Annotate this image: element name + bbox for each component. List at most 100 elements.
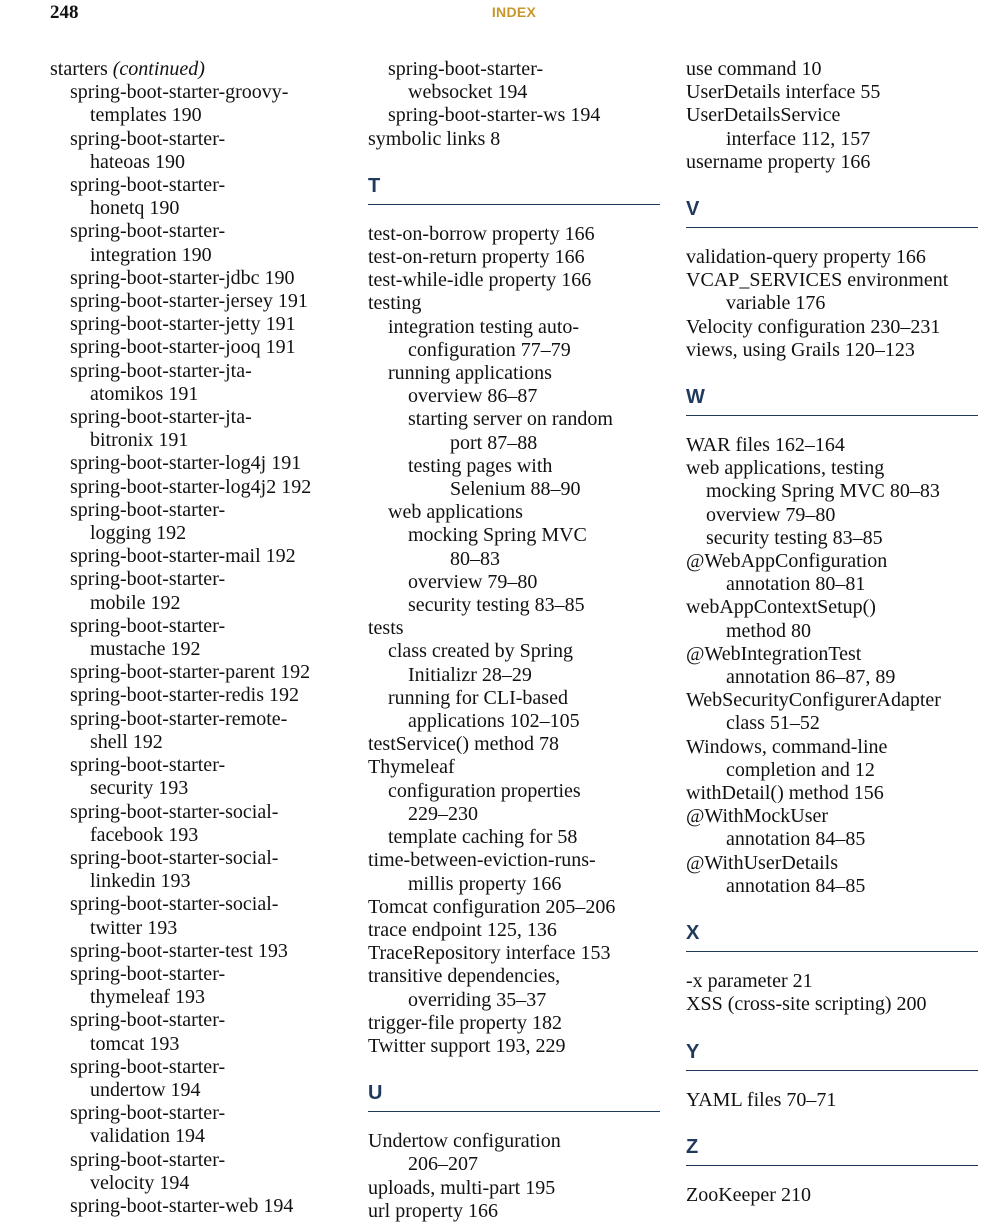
index-entry: time-between-eviction-runs- bbox=[368, 849, 596, 872]
index-subentry: overview 86–87 bbox=[408, 385, 538, 408]
index-entries: -x parameter 21 XSS (cross-site scripting… bbox=[686, 970, 978, 1016]
index-entry: transitive dependencies, bbox=[368, 965, 561, 988]
section-letter: Y bbox=[686, 1025, 978, 1071]
index-subentry: spring-boot-starter- bbox=[70, 614, 226, 637]
index-subentry-continuation: validation 194 bbox=[90, 1125, 205, 1148]
index-entry: testing bbox=[368, 292, 422, 315]
index-subentry-continuation: thymeleaf 193 bbox=[90, 986, 205, 1009]
index-entry: uploads, multi-part 195 bbox=[368, 1176, 556, 1199]
index-entries: test-on-borrow property 166 test-on-retur… bbox=[368, 223, 660, 1058]
index-subentry: spring-boot-starter- bbox=[70, 174, 226, 197]
index-subentry: spring-boot-starter-log4j2 192 bbox=[70, 475, 312, 498]
index-entry: validation-query property 166 bbox=[686, 246, 926, 269]
index-entry-continuation: websocket 194 bbox=[408, 81, 528, 104]
index-subentry: spring-boot-starter-test 193 bbox=[70, 939, 288, 962]
index-entry: TraceRepository interface 153 bbox=[368, 942, 611, 965]
index-section-v: V validation-query property 166 VCAP_SERV… bbox=[686, 182, 978, 362]
index-entry: test-on-return property 166 bbox=[368, 246, 585, 269]
index-subentry-continuation: honetq 190 bbox=[90, 197, 180, 220]
index-subentry: integration testing auto- bbox=[388, 315, 580, 338]
index-subentry: security testing 83–85 bbox=[706, 526, 883, 549]
index-entry: use command 10 bbox=[686, 58, 822, 80]
index-subentry: overview 79–80 bbox=[408, 570, 538, 593]
index-subentry: spring-boot-starter-mail 192 bbox=[70, 545, 296, 568]
index-entry-continuation: overriding 35–37 bbox=[408, 988, 547, 1011]
index-section-z: Z ZooKeeper 210 bbox=[686, 1120, 978, 1207]
index-entry: @WebIntegrationTest bbox=[686, 642, 862, 665]
index-subentry-continuation: tomcat 193 bbox=[90, 1032, 180, 1055]
index-entry-continuation: variable 176 bbox=[726, 292, 826, 315]
index-section-x: X -x parameter 21 XSS (cross-site scripti… bbox=[686, 906, 978, 1016]
index-subentry-continuation: templates 190 bbox=[90, 104, 202, 127]
index-subentry-continuation: shell 192 bbox=[90, 730, 163, 753]
index-entries: spring-boot-starter-websocket 194 spring-… bbox=[368, 58, 660, 151]
index-entry: Thymeleaf bbox=[368, 756, 455, 779]
index-subentry: spring-boot-starter-jersey 191 bbox=[70, 290, 308, 313]
index-subentry: spring-boot-starter- bbox=[70, 220, 226, 243]
section-letter: U bbox=[368, 1066, 660, 1113]
index-subentry-continuation: hateoas 190 bbox=[90, 150, 185, 173]
index-subentry: mocking Spring MVC 80–83 bbox=[706, 480, 940, 503]
index-entry: @WithMockUser bbox=[686, 805, 829, 828]
index-note: (continued) bbox=[112, 58, 205, 80]
index-subentry-continuation: linkedin 193 bbox=[90, 870, 191, 893]
index-subentry: spring-boot-starter-social- bbox=[70, 893, 279, 916]
index-entry: Velocity configuration 230–231 bbox=[686, 315, 941, 338]
index-entry: webAppContextSetup() bbox=[686, 596, 876, 619]
index-subentry: spring-boot-starter-jta- bbox=[70, 406, 252, 429]
index-subentry: template caching for 58 bbox=[388, 826, 578, 849]
index-subentry: spring-boot-starter- bbox=[70, 1009, 226, 1032]
index-entry: @WithUserDetails bbox=[686, 851, 839, 874]
index-entry-continuation: annotation 80–81 bbox=[726, 573, 866, 596]
index-subentry: spring-boot-starter-parent 192 bbox=[70, 661, 311, 684]
index-entry: Windows, command-line bbox=[686, 735, 888, 758]
index-subentries: spring-boot-starter-groovy-templates 190… bbox=[50, 81, 350, 1218]
index-subentry: starting server on random bbox=[408, 408, 613, 431]
index-subentry: running applications bbox=[388, 362, 552, 385]
index-entry: -x parameter 21 bbox=[686, 970, 813, 993]
index-entry: symbolic links 8 bbox=[368, 127, 501, 150]
index-subentry: class created by Spring bbox=[388, 640, 573, 663]
index-subentry: mocking Spring MVC bbox=[408, 524, 587, 547]
index-subentry-continuation: atomikos 191 bbox=[90, 382, 199, 405]
index-subentry: spring-boot-starter-web 194 bbox=[70, 1194, 294, 1217]
index-entry-continuation: completion and 12 bbox=[726, 758, 875, 781]
running-head: INDEX bbox=[491, 4, 537, 20]
section-letter: V bbox=[686, 182, 978, 229]
index-subentry-continuation: undertow 194 bbox=[90, 1078, 201, 1101]
index-subentry: spring-boot-starter- bbox=[70, 568, 226, 591]
index-subentry: configuration properties bbox=[388, 779, 581, 802]
index-entries: ZooKeeper 210 bbox=[686, 1184, 978, 1207]
index-entries: YAML files 70–71 bbox=[686, 1089, 978, 1112]
index-entry-continuation: configuration 77–79 bbox=[408, 338, 571, 361]
index-subentry-continuation: mustache 192 bbox=[90, 638, 201, 661]
index-entry-continuation: Selenium 88–90 bbox=[450, 478, 581, 501]
section-letter: T bbox=[368, 159, 660, 205]
index-entry-continuation: port 87–88 bbox=[450, 431, 538, 454]
index-subentry-continuation: velocity 194 bbox=[90, 1171, 190, 1194]
index-entry: testService() method 78 bbox=[368, 733, 560, 756]
index-entry: tests bbox=[368, 617, 404, 640]
index-entry: WebSecurityConfigurerAdapter bbox=[686, 689, 941, 712]
index-entry: XSS (cross-site scripting) 200 bbox=[686, 993, 927, 1016]
index-entry: VCAP_SERVICES environment bbox=[686, 269, 949, 292]
index-subentry: running for CLI-based bbox=[388, 686, 568, 709]
index-subentry-continuation: security 193 bbox=[90, 777, 189, 800]
section-letter: X bbox=[686, 906, 978, 953]
index-subentry: spring-boot-starter-jetty 191 bbox=[70, 313, 296, 336]
index-subentry-continuation: bitronix 191 bbox=[90, 429, 189, 452]
index-subentry-continuation: integration 190 bbox=[90, 243, 212, 266]
index-entry: Tomcat configuration 205–206 bbox=[368, 895, 616, 918]
index-subentry-continuation: twitter 193 bbox=[90, 916, 178, 939]
index-subentry: spring-boot-starter-ws 194 bbox=[388, 104, 601, 127]
index-entry-continuation: millis property 166 bbox=[408, 872, 562, 895]
index-entries: use command 10 UserDetails interface 55 Us… bbox=[686, 58, 978, 174]
index-entry-continuation: applications 102–105 bbox=[408, 710, 580, 733]
index-subentry: spring-boot-starter-remote- bbox=[70, 707, 288, 730]
index-subentry: web applications bbox=[388, 501, 523, 524]
index-section-t: T test-on-borrow property 166 test-on-ret… bbox=[368, 159, 660, 1058]
index-entry-continuation: annotation 84–85 bbox=[726, 828, 866, 851]
index-subentry: spring-boot-starter-jta- bbox=[70, 359, 252, 382]
index-entry: web applications, testing bbox=[686, 457, 885, 480]
